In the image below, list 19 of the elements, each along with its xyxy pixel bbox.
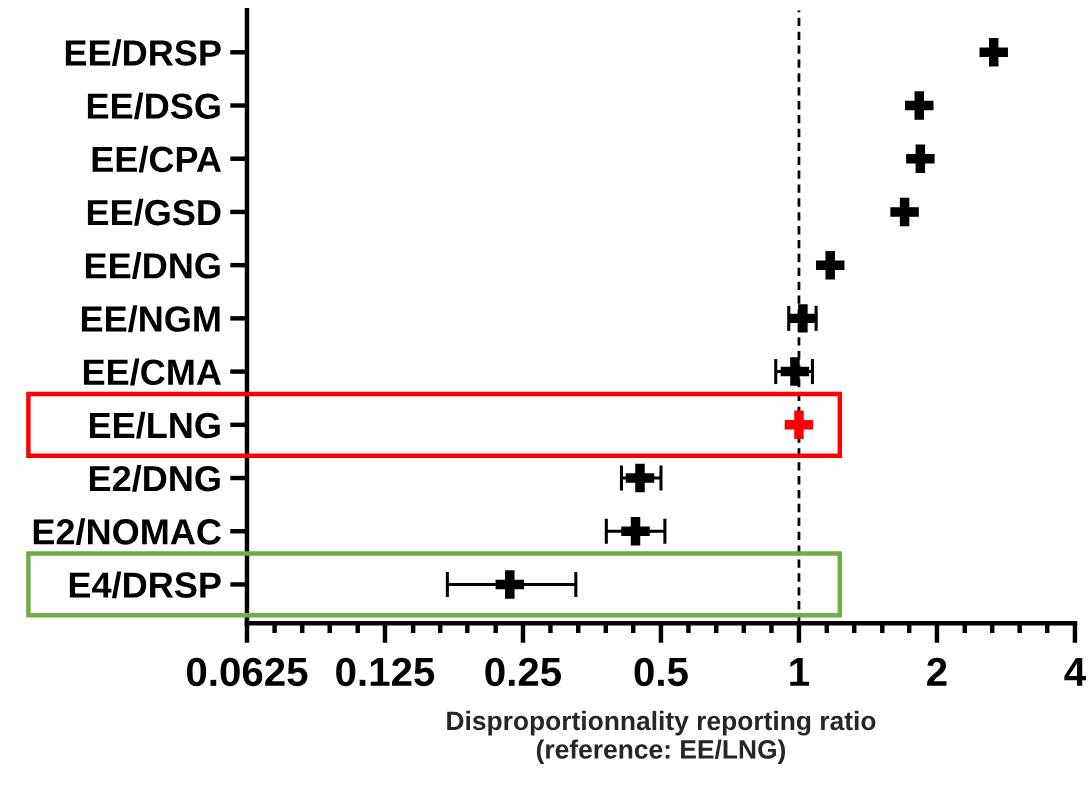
y-tick-label: E2/DNG	[89, 464, 220, 492]
y-tick-label: EE/NGM	[81, 305, 220, 333]
x-tick-label: 0.5	[634, 657, 688, 687]
x-tick-label: 0.125	[336, 657, 435, 687]
y-tick-label: EE/CMA	[83, 358, 222, 386]
x-tick-label: 4	[1064, 658, 1086, 686]
y-tick-label: E2/NOMAC	[33, 518, 221, 546]
y-tick-label: EE/DSG	[87, 92, 220, 120]
y-tick-label: EE/DNG	[85, 252, 220, 279]
x-tick-label: 2	[927, 657, 947, 686]
y-tick-label: EE/DRSP	[65, 39, 221, 67]
x-axis-title: Disproportionnality reporting ratio (reference: EE/LNG)	[447, 710, 876, 764]
x-tick-label: 0.0625	[186, 657, 308, 687]
y-tick-label: EE/CPA	[92, 145, 222, 173]
y-tick-label: EE/GSD	[87, 198, 221, 226]
x-tick-label: 1	[790, 658, 810, 686]
y-tick-label: EE/LNG	[89, 411, 220, 439]
x-tick-label: 0.25	[485, 657, 562, 687]
y-tick-label: E4/DRSP	[69, 571, 221, 599]
